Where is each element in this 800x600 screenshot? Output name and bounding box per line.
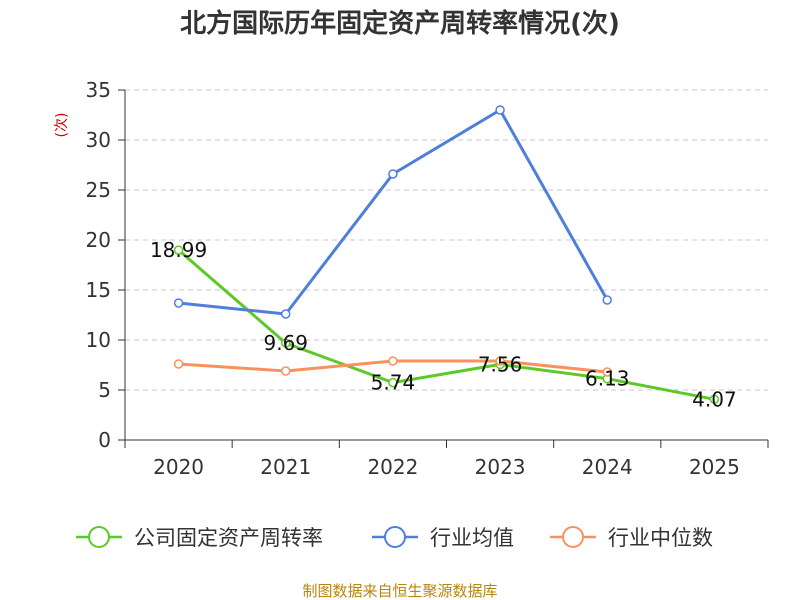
series-line-0: [177, 248, 715, 401]
y-tick-label: 25: [86, 178, 111, 202]
legend-label-1[interactable]: 行业均值: [430, 526, 514, 550]
y-tick-label: 20: [86, 228, 111, 252]
data-point[interactable]: [495, 105, 505, 115]
data-point[interactable]: [388, 169, 398, 179]
data-label: 6.13: [585, 367, 630, 391]
data-point[interactable]: [388, 377, 398, 388]
data-point[interactable]: [173, 245, 184, 255]
data-point[interactable]: [281, 366, 291, 376]
data-label: 18.99: [150, 238, 207, 262]
y-tick-label: 30: [86, 128, 111, 152]
data-point[interactable]: [281, 338, 291, 348]
data-label: 9.69: [263, 331, 308, 355]
x-tick-label: 2025: [689, 455, 740, 479]
data-point[interactable]: [281, 309, 291, 319]
x-tick-label: 2022: [367, 455, 418, 479]
legend-marker-1[interactable]: [384, 526, 406, 548]
legend-marker-2[interactable]: [562, 526, 584, 548]
y-tick-label: 15: [86, 278, 111, 302]
data-point[interactable]: [602, 367, 612, 377]
y-axis-unit: (次): [54, 113, 70, 138]
legend-label-0[interactable]: 公司固定资产周转率: [134, 526, 323, 550]
data-label: 5.74: [371, 371, 416, 395]
data-label: 4.07: [692, 387, 737, 411]
data-point[interactable]: [709, 394, 720, 405]
data-point[interactable]: [602, 295, 612, 305]
grid-lines: [125, 89, 768, 391]
data-point[interactable]: [388, 356, 398, 366]
legend[interactable]: 公司固定资产周转率 行业均值 行业中位数: [76, 526, 713, 550]
x-axis: 2020 2021 2022 2023 2024 2025: [124, 439, 769, 479]
y-tick-label: 5: [98, 378, 111, 402]
data-point[interactable]: [495, 356, 505, 366]
x-tick-label: 2021: [260, 455, 311, 479]
chart-title: 北方国际历年固定资产周转率情况(次): [180, 8, 620, 39]
y-tick-label: 0: [98, 428, 111, 452]
series-layer: [173, 105, 720, 405]
y-tick-label: 35: [86, 78, 111, 102]
x-tick-label: 2020: [153, 455, 204, 479]
data-point[interactable]: [173, 359, 184, 369]
y-axis: 0 5 10 15 20 25 30 35: [86, 78, 126, 452]
data-labels: 18.99 9.69 5.74 7.56 6.13 4.07: [150, 238, 737, 411]
x-tick-label: 2023: [475, 455, 526, 479]
data-label: 7.56: [478, 352, 523, 376]
y-tick-label: 10: [86, 328, 111, 352]
source-note: 制图数据来自恒生聚源数据库: [302, 582, 497, 600]
data-point[interactable]: [173, 298, 184, 308]
legend-marker-0[interactable]: [88, 526, 110, 548]
legend-label-2[interactable]: 行业中位数: [608, 526, 713, 550]
series-line-1: [178, 108, 609, 316]
x-tick-label: 2024: [582, 455, 633, 479]
